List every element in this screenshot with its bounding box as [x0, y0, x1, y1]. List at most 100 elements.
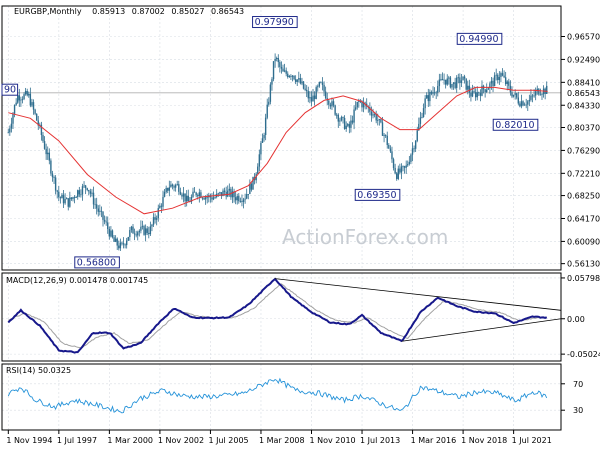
macd-trendline: [401, 318, 562, 342]
price-annotation-label: 0.69350: [357, 190, 396, 201]
candle-body: [10, 123, 13, 129]
candle-body: [118, 245, 120, 249]
candle-body: [528, 99, 531, 102]
candle-body: [100, 210, 103, 212]
candle-body: [347, 124, 349, 126]
candle-body: [310, 97, 313, 102]
candle-body: [416, 130, 418, 141]
candle-body: [279, 62, 281, 68]
candle-body: [459, 77, 461, 84]
price-tick-label: 0.96570: [567, 33, 600, 42]
candle-body: [287, 73, 289, 77]
candle-body: [490, 80, 493, 84]
candle-body: [500, 73, 502, 78]
candle-body: [288, 76, 291, 77]
candle-body: [187, 195, 189, 202]
macd-line: [7, 277, 548, 354]
candle-body: [151, 224, 153, 227]
annotation-layer: 0.56800 0.97990 0.69350 0.94990 0.82010 90: [1, 16, 539, 269]
price-tick-label: 0.76290: [567, 146, 600, 155]
candle-body: [219, 192, 221, 194]
candle-body: [280, 67, 283, 69]
candle-body: [340, 117, 343, 121]
candle-body: [294, 79, 297, 82]
candle-body: [503, 75, 505, 78]
price-tick-label: 0.84330: [567, 101, 600, 110]
candle-body: [351, 120, 354, 123]
candle-body: [446, 78, 448, 85]
candle-body: [233, 191, 235, 198]
candle-body: [95, 204, 98, 209]
candle-body: [155, 218, 158, 220]
candle-body: [143, 226, 145, 235]
ohlc-low: 0.85027: [171, 7, 204, 16]
candle-body: [487, 88, 489, 90]
candle-body: [364, 102, 366, 104]
candle-body: [241, 201, 243, 202]
candle-body: [473, 91, 475, 93]
candle-body: [392, 159, 395, 168]
candle-body: [470, 92, 472, 97]
candle-body: [28, 93, 30, 96]
candle-body: [323, 84, 325, 92]
axis-layer: 0.96570 0.92490 0.88410 0.84330 0.80370 0.762…: [6, 33, 600, 445]
candle-body: [70, 197, 73, 199]
candle-body: [381, 122, 384, 136]
candle-body: [238, 196, 240, 202]
macd-tick-label: 0.00: [567, 315, 585, 324]
candle-body: [179, 191, 182, 195]
candle-body: [135, 234, 137, 236]
candle-body: [272, 61, 275, 80]
candle-body: [380, 119, 382, 123]
candle-body: [242, 199, 245, 202]
candle-body: [88, 189, 90, 192]
candle-body: [354, 107, 357, 110]
candle-body: [81, 186, 84, 195]
candle-body: [397, 168, 399, 179]
time-tick-label: 1 Mar 2008: [259, 436, 305, 445]
candle-body: [86, 188, 88, 190]
candle-body: [356, 101, 358, 108]
candle-body: [94, 204, 96, 206]
price-annotation-box: [492, 118, 539, 131]
candle-body: [223, 190, 226, 192]
candle-body: [465, 78, 467, 90]
candle-body: [119, 242, 122, 249]
candle-body: [108, 229, 111, 237]
candle-body: [492, 80, 494, 87]
candle-body: [9, 128, 11, 133]
candle-body: [97, 208, 99, 212]
candle-body: [45, 148, 47, 155]
candle-body: [12, 113, 14, 124]
candle-body: [369, 107, 371, 112]
macd-tick-label: 0.057984: [567, 274, 600, 283]
candle-body: [43, 141, 46, 149]
candle-body: [266, 104, 268, 118]
candle-body: [328, 100, 330, 105]
candle-body: [201, 197, 204, 199]
candle-body: [386, 135, 388, 145]
candle-body: [197, 195, 199, 197]
candle-body: [324, 91, 327, 99]
candle-body: [125, 240, 128, 246]
candle-body: [275, 57, 278, 59]
candle-body: [329, 104, 332, 107]
candle-body: [391, 151, 393, 160]
candle-body: [541, 94, 543, 96]
candle-body: [388, 144, 390, 149]
macd-layer: [7, 277, 562, 354]
time-tick-label: 1 Mar 2000: [107, 436, 153, 445]
candle-body: [511, 92, 513, 97]
candle-body: [32, 102, 35, 110]
candle-body: [361, 102, 363, 108]
candle-body: [20, 99, 22, 101]
sma-line: [8, 86, 548, 215]
price-annotation-box: [456, 32, 503, 45]
candle-body: [348, 124, 351, 128]
time-tick-label: 1 Jul 1997: [57, 436, 97, 445]
candle-body: [474, 92, 477, 98]
candle-body: [514, 93, 516, 95]
price-annotation-box: [74, 256, 120, 269]
candle-body: [504, 77, 507, 85]
